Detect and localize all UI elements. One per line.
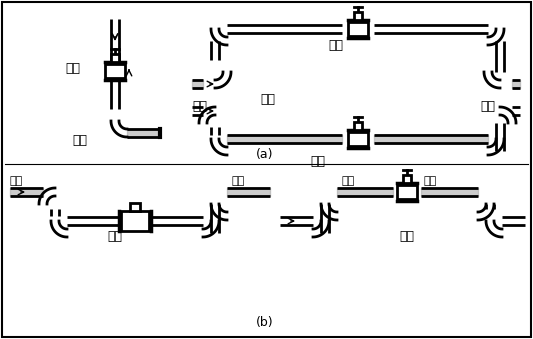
Text: 错误: 错误 — [400, 230, 415, 243]
Text: 液体: 液体 — [72, 134, 87, 147]
Text: (a): (a) — [256, 148, 274, 161]
Text: 正确: 正确 — [328, 39, 343, 52]
Bar — [397, 185, 417, 199]
Bar — [348, 132, 368, 146]
Bar — [105, 64, 125, 78]
Bar — [354, 12, 362, 20]
Bar — [403, 175, 411, 183]
Bar — [111, 54, 119, 62]
Text: 气泡: 气泡 — [232, 176, 245, 186]
Text: 液体: 液体 — [480, 100, 495, 113]
Bar — [130, 203, 140, 211]
Text: 液体: 液体 — [192, 100, 207, 113]
Bar — [348, 22, 368, 36]
Bar — [121, 211, 149, 231]
Bar — [354, 122, 362, 130]
Text: 错误: 错误 — [260, 93, 275, 106]
Text: 气泡: 气泡 — [423, 176, 436, 186]
Text: (b): (b) — [256, 316, 274, 329]
Text: 正确: 正确 — [108, 230, 123, 243]
Text: 正确: 正确 — [65, 62, 80, 76]
Text: 气泡: 气泡 — [342, 176, 356, 186]
Text: 气泡: 气泡 — [10, 176, 23, 186]
Text: 液体: 液体 — [310, 155, 325, 168]
